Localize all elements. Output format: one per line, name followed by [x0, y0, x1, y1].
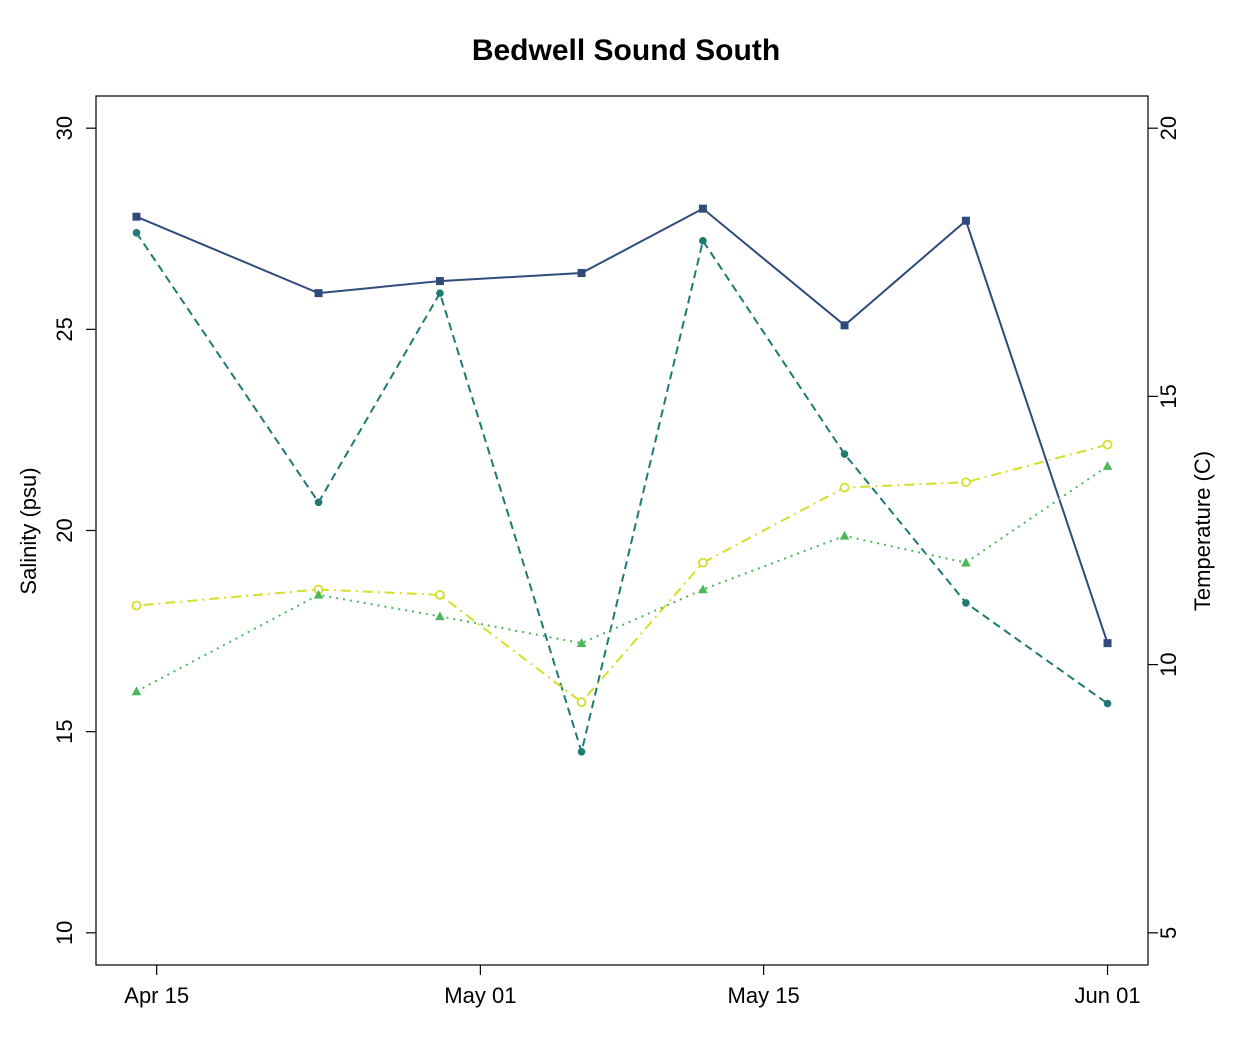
- series-4-point: [313, 589, 324, 599]
- y-right-tick-label: 20: [1156, 116, 1181, 140]
- series-2-point: [1103, 699, 1112, 708]
- plot-frame: [95, 95, 1149, 966]
- y-left-tick-label: 25: [52, 317, 77, 341]
- series-1-point: [698, 204, 707, 213]
- series-3-point: [1102, 439, 1113, 450]
- series-2-point: [314, 498, 323, 507]
- series-4-point: [698, 584, 708, 594]
- series-3-point: [435, 589, 445, 600]
- series-3-point: [131, 600, 142, 611]
- series-1-point: [577, 269, 586, 278]
- series-1-line: [136, 207, 1109, 644]
- series-4-line: [135, 465, 1109, 693]
- series-1-point: [132, 212, 141, 221]
- series-4-point: [131, 686, 142, 696]
- series-4-point: [435, 611, 445, 621]
- series-3-point: [839, 482, 850, 493]
- y-right-tick-label: 15: [1156, 384, 1181, 408]
- series-4-point: [1102, 461, 1113, 470]
- series-3-point: [576, 697, 587, 708]
- series-2-point: [840, 450, 849, 458]
- y-axis-left-label: Salinity (psu): [16, 467, 41, 594]
- y-left-tick-label: 30: [52, 116, 77, 140]
- series-2-point: [699, 237, 707, 245]
- series-3-point: [961, 477, 971, 488]
- series-4-point: [961, 557, 971, 567]
- series-2-point: [577, 747, 586, 756]
- series-1-point: [435, 277, 444, 286]
- series-2-point: [962, 599, 970, 607]
- x-tick-label: May 01: [444, 983, 516, 1008]
- x-axis: Apr 15 May 01 May 15 Jun 01: [124, 965, 1141, 1008]
- series-1-point: [961, 216, 970, 225]
- series-1-point: [1103, 639, 1112, 648]
- series-2-line: [135, 232, 1109, 756]
- y-axis-left: 10 15 20 25 30: [52, 116, 96, 945]
- series-1-point: [840, 321, 849, 330]
- y-right-tick-label: 10: [1156, 652, 1181, 676]
- y-left-tick-label: 10: [52, 921, 77, 945]
- series-layer: [131, 204, 1113, 756]
- series-2-point: [132, 228, 141, 237]
- x-tick-label: Apr 15: [124, 983, 189, 1008]
- x-tick-label: Jun 01: [1075, 983, 1141, 1008]
- series-2-point: [436, 289, 444, 297]
- y-right-tick-label: 5: [1156, 927, 1181, 939]
- series-4-point: [576, 638, 587, 647]
- chart-title: Bedwell Sound South: [472, 34, 780, 67]
- y-axis-right-label: Temperature (C): [1190, 451, 1215, 611]
- series-4-point: [839, 530, 850, 540]
- y-left-tick-label: 15: [52, 719, 77, 743]
- y-axis-right: 5 10 15 20: [1148, 116, 1181, 939]
- y-left-tick-label: 20: [52, 518, 77, 542]
- series-1-point: [314, 289, 323, 298]
- x-tick-label: May 15: [728, 983, 800, 1008]
- series-3-point: [698, 557, 708, 568]
